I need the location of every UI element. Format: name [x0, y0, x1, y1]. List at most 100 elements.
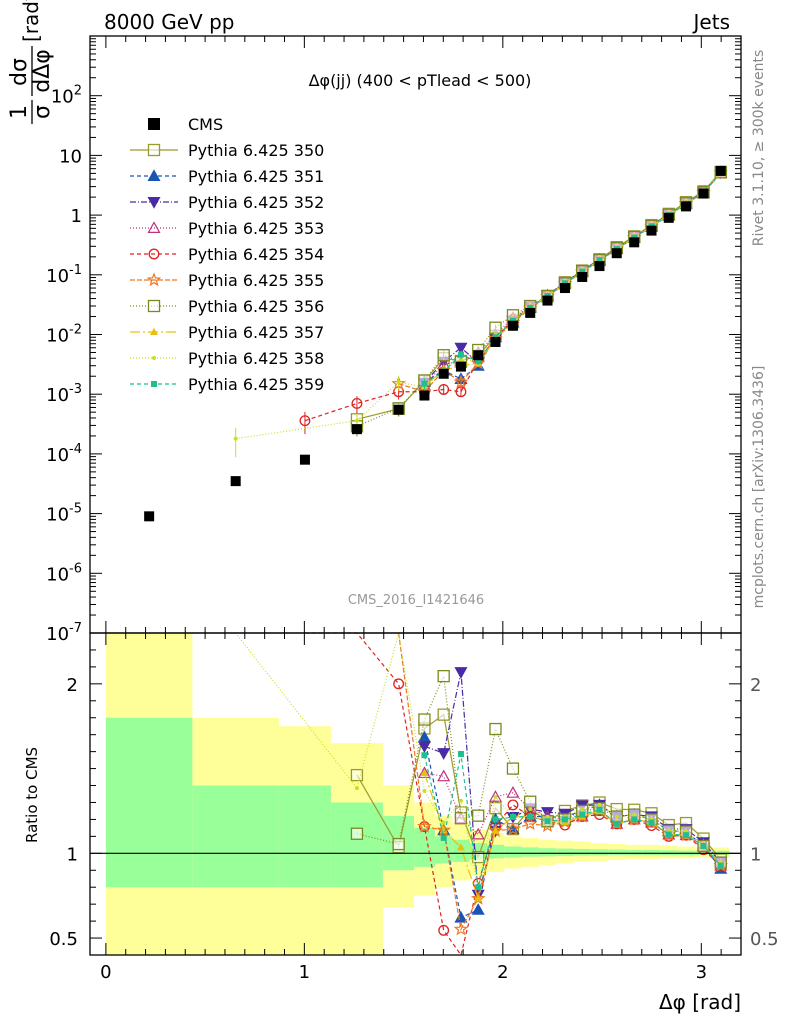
series-356-ratio-point [392, 837, 405, 851]
ratio-tick-label-right: 0.5 [750, 929, 779, 950]
mcplots-label: mcplots.cern.ch [arXiv:1306.3436] [751, 366, 767, 609]
ratio-band-inner [278, 785, 331, 888]
series-356-ratio-point [506, 762, 520, 775]
series-353-ratio-point [471, 827, 485, 840]
series-352-ratio-point [417, 741, 431, 754]
header-right: Jets [692, 10, 730, 34]
y-tick-label: 10-1 [46, 263, 82, 287]
ratio-band-inner [625, 849, 643, 856]
series-352-ratio-point [454, 667, 468, 679]
series-354-point [438, 384, 450, 395]
x-tick-label: 2 [497, 962, 508, 983]
series-359-ratio-point [561, 816, 568, 823]
series-358-ratio-point [614, 814, 619, 819]
series-352-ratio-point [437, 748, 451, 760]
cms-point [455, 361, 466, 372]
legend-marker [152, 356, 156, 360]
series-358-ratio-point [580, 807, 585, 812]
cms-point [144, 511, 155, 522]
series-358-ratio-point [458, 798, 463, 803]
series-359-ratio-point [665, 831, 672, 838]
series-354-ratio-point [438, 924, 450, 936]
series-357-ratio-point [420, 768, 429, 777]
series-358-point [354, 418, 359, 423]
x-tick-label: 0 [100, 962, 111, 983]
legend-marker [146, 272, 162, 287]
series-357-ratio-point [474, 894, 483, 902]
series-357-ratio-point [456, 843, 465, 851]
series-358-ratio-point [422, 788, 427, 793]
y-tick-label: 10-4 [46, 442, 82, 466]
cms-point [393, 404, 404, 415]
cms-point [629, 237, 640, 248]
legend-marker [147, 197, 161, 209]
ratio-band-inner [452, 839, 470, 862]
x-tick-label: 3 [696, 962, 707, 983]
ratio-series-layer [235, 632, 729, 957]
series-353-ratio-point [437, 769, 451, 782]
series-359-ratio-point [700, 842, 707, 849]
series-356-ratio-point [418, 713, 431, 726]
series-354-point [351, 397, 363, 409]
legend-label: Pythia 6.425 359 [188, 375, 324, 394]
cms-point [611, 248, 622, 259]
series-358-ratio-point [545, 814, 550, 819]
ratio-band-inner [573, 848, 591, 856]
series-356-point [437, 349, 450, 362]
y-tick-label: 1 [71, 206, 82, 227]
legend-marker [147, 169, 161, 181]
legend-marker [147, 221, 161, 233]
y-tick-label: 10 [59, 146, 82, 167]
ratio-tick-label: 2 [67, 675, 78, 696]
series-356-ratio-point [524, 795, 537, 808]
series-350-ratio-point [350, 768, 364, 782]
series-359-point [596, 257, 603, 264]
series-359-ratio-point [457, 750, 464, 757]
legend-label: Pythia 6.425 351 [188, 167, 324, 186]
series-352-point [454, 342, 468, 355]
cms-point [542, 295, 553, 306]
series-359-ratio-point [579, 811, 586, 818]
y-label-unit: [rad-1] [19, 0, 43, 42]
cms-point [646, 225, 657, 236]
y-label-denom: dΔφ [30, 49, 55, 93]
cms-point [525, 307, 536, 318]
series-358-ratio-line [235, 632, 722, 888]
series-350-ratio-point [437, 708, 450, 721]
cms-point [351, 424, 362, 435]
legend-marker [147, 143, 161, 157]
series-355-ratio-point [453, 921, 469, 936]
series-354-point [299, 415, 311, 427]
series-352-ratio-point [540, 807, 555, 819]
series-359-ratio-point [717, 862, 724, 869]
series-356-ratio-point [472, 809, 485, 822]
series-359-ratio-point [683, 832, 690, 839]
series-358-ratio-point [528, 807, 533, 812]
series-359-point [509, 317, 516, 324]
ratio-tick-label: 0.5 [49, 929, 78, 950]
legend-marker [149, 327, 159, 335]
series-358-ratio-point [441, 820, 446, 825]
series-359-ratio-point [596, 806, 603, 813]
series-350-ratio-point [489, 801, 502, 815]
legend: CMS Pythia 6.425 350 Pythia 6.425 351 Pythi… [130, 115, 324, 394]
series-359-ratio-point [475, 884, 482, 891]
series-355-ratio-point [522, 816, 538, 831]
series-354-ratio-point [507, 799, 519, 811]
cms-point [663, 212, 674, 223]
ratio-band-inner [608, 849, 626, 856]
legend-label: Pythia 6.425 354 [188, 245, 324, 264]
series-359-point [475, 357, 482, 364]
ratio-band-inner [556, 848, 574, 857]
legend-label: Pythia 6.425 350 [188, 141, 324, 160]
cms-point [507, 320, 518, 331]
ratio-y-label: Ratio to CMS [23, 747, 41, 843]
cms-point [559, 283, 570, 294]
y-axis-label: 1 σ dσ dΔφ [rad-1] [7, 0, 55, 124]
watermark: CMS_2016_I1421646 [348, 593, 484, 608]
ratio-band-inner [521, 847, 539, 857]
series-358-ratio-point [493, 794, 498, 799]
series-358-ratio-point [354, 786, 359, 791]
x-axis-label: Δφ [rad] [659, 990, 741, 1014]
